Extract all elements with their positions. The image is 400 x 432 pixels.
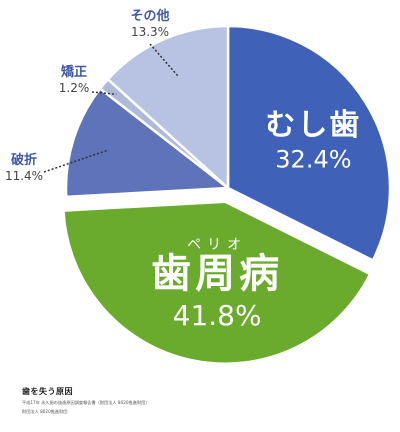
slice-label-3: 矯正 [61,64,87,80]
pie-slice-4 [106,24,230,191]
leader-line-2 [43,149,108,173]
chart-caption: 歯を失う原因 [22,387,73,396]
slice-label-1: 歯周病 [151,251,283,297]
slice-value-1: 41.8% [173,299,262,332]
slice-value-2: 11.4% [5,169,43,183]
slice-ruby-1: ペリオ [187,237,247,253]
source-line-1: 平成17年 永久歯の抜歯原因調査報告書（財団法人 8020推進財団） [22,400,150,405]
slice-value-0: 32.4% [275,146,351,174]
chart-footer: 歯を失う原因 平成17年 永久歯の抜歯原因調査報告書（財団法人 8020推進財団… [22,386,382,415]
slice-label-2: 破折 [11,152,37,168]
leader-line-4 [149,43,180,78]
leader-line-3 [91,91,117,96]
pie-slice-0 [226,24,392,263]
slice-label-4: その他 [130,8,169,24]
source-line-2: 財団法人 8020推進財団 [22,409,68,414]
slice-value-3: 1.2% [59,81,90,95]
pie-slice-1 [62,200,372,365]
slice-value-4: 13.3% [131,25,169,39]
slice-label-0: むし歯 [265,108,361,143]
